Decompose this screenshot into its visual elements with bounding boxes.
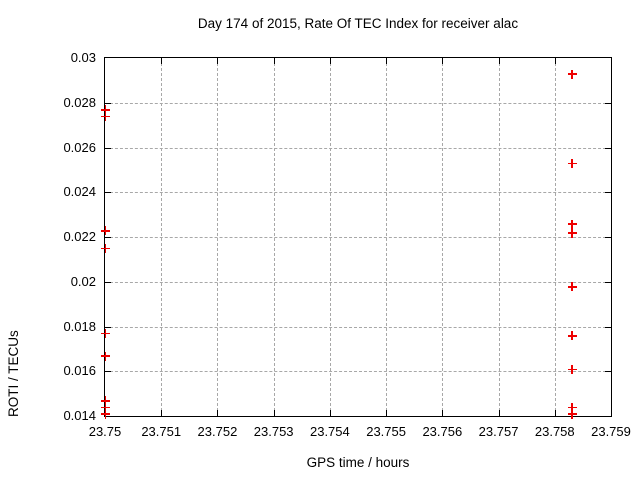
y-tick-label: 0.026: [63, 139, 96, 155]
y-tick-left: [105, 281, 111, 283]
x-tick-top: [217, 58, 219, 64]
y-tick-right: [605, 147, 611, 149]
x-tick-bottom: [217, 410, 219, 416]
y-tick-left: [105, 371, 111, 373]
grid-line-horizontal: [105, 371, 611, 373]
x-tick-bottom: [498, 410, 500, 416]
y-tick-label: 0.022: [63, 229, 96, 244]
y-tick-label: 0.03: [70, 50, 96, 65]
grid-line-horizontal: [105, 281, 611, 283]
x-tick-top: [386, 58, 388, 64]
data-point-marker: [567, 409, 577, 419]
x-tick-label: 23.758: [534, 424, 575, 439]
grid-line-horizontal: [105, 326, 611, 328]
y-tick-left: [105, 237, 111, 238]
marker-vertical-bar: [571, 331, 573, 341]
x-tick-label: 23.759: [591, 424, 631, 439]
x-tick-bottom: [386, 410, 388, 416]
marker-vertical-bar: [104, 329, 107, 339]
data-point-marker: [101, 244, 110, 254]
x-tick-label: 23.75: [88, 424, 122, 439]
data-point-marker: [567, 219, 577, 229]
grid-line-horizontal: [105, 147, 611, 149]
data-point-marker: [101, 396, 110, 406]
marker-vertical-bar: [571, 409, 573, 419]
data-point-marker: [567, 159, 577, 169]
grid-line-horizontal: [105, 192, 611, 194]
y-tick-right: [605, 371, 611, 373]
x-tick-top: [498, 58, 500, 64]
x-tick-bottom: [329, 410, 331, 416]
x-tick-top: [161, 58, 163, 64]
x-tick-label: 23.754: [309, 424, 350, 439]
marker-vertical-bar: [571, 403, 573, 413]
y-tick-left: [105, 102, 111, 104]
marker-vertical-bar: [571, 159, 573, 169]
x-tick-bottom: [442, 410, 444, 416]
chart-title: Day 174 of 2015, Rate Of TEC Index for r…: [197, 16, 519, 31]
marker-vertical-bar: [104, 244, 107, 254]
data-point-marker: [101, 403, 110, 413]
data-point-marker: [101, 112, 110, 122]
x-tick-bottom: [554, 410, 556, 416]
y-tick-right: [605, 237, 611, 238]
marker-vertical-bar: [104, 351, 107, 361]
marker-vertical-bar: [104, 226, 107, 236]
x-tick-label: 23.757: [478, 424, 519, 439]
x-tick-label: 23.752: [197, 424, 238, 439]
y-tick-left: [105, 147, 111, 149]
y-tick-left: [105, 192, 111, 194]
data-point-marker: [567, 282, 577, 292]
x-tick-top: [273, 58, 275, 64]
data-point-marker: [101, 351, 110, 361]
marker-vertical-bar: [571, 69, 573, 79]
x-tick-top: [329, 58, 331, 64]
data-point-marker: [567, 365, 577, 374]
x-tick-label: 23.751: [141, 424, 182, 439]
x-tick-label: 23.755: [366, 424, 406, 439]
data-point-marker: [567, 331, 577, 341]
data-point-marker: [101, 226, 110, 236]
marker-vertical-bar: [104, 409, 107, 419]
grid-line-horizontal: [105, 102, 611, 104]
y-tick-right: [605, 281, 611, 283]
marker-vertical-bar: [571, 365, 573, 374]
x-tick-bottom: [273, 410, 275, 416]
y-tick-label: 0.028: [63, 94, 96, 110]
y-tick-label: 0.018: [63, 318, 96, 334]
x-axis-title: GPS time / hours: [306, 455, 410, 470]
data-point-marker: [567, 69, 577, 79]
y-tick-right: [605, 102, 611, 104]
y-tick-right: [605, 326, 611, 328]
data-point-marker: [101, 329, 110, 339]
x-tick-label: 23.753: [253, 424, 294, 439]
x-tick-label: 23.756: [422, 424, 463, 439]
marker-vertical-bar: [104, 403, 107, 413]
y-tick-label: 0.02: [70, 273, 96, 289]
y-tick-label: 0.024: [63, 184, 96, 200]
plot-area: [101, 57, 612, 419]
y-tick-right: [605, 192, 611, 194]
marker-vertical-bar: [104, 396, 107, 406]
y-tick-label: 0.014: [63, 408, 96, 423]
data-point-marker: [101, 409, 110, 419]
marker-vertical-bar: [571, 219, 573, 229]
grid-line-horizontal: [105, 237, 611, 238]
marker-vertical-bar: [104, 112, 107, 122]
data-point-marker: [101, 105, 110, 115]
data-point-marker: [567, 228, 577, 238]
data-point-marker: [567, 403, 577, 413]
y-tick-left: [105, 326, 111, 328]
y-tick-label: 0.016: [63, 363, 96, 379]
x-tick-top: [442, 58, 444, 64]
x-tick-top: [554, 58, 556, 64]
marker-vertical-bar: [571, 228, 573, 238]
marker-vertical-bar: [571, 282, 573, 292]
marker-vertical-bar: [104, 105, 107, 115]
x-tick-bottom: [161, 410, 163, 416]
